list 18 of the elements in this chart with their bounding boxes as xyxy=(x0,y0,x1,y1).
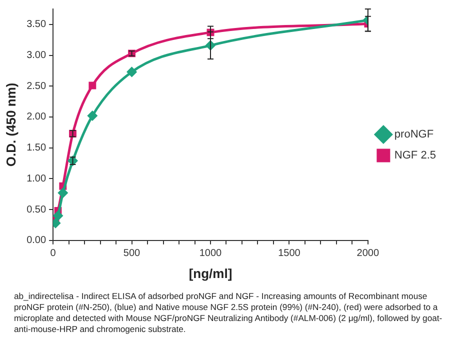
x-axis-title: [ng/ml] xyxy=(188,266,232,281)
text: ab_indirectelisa - Indirect ELISA of adsorbed proNGF and NGF - Increasing amounts of Recombinant mouse proNGF protein (#N-250), (blue) and Native mouse NGF 2.5S protein (99%) (#N-240), (red) were adsorbed to a microplate and detected with Mouse NGF/proNGF Neutralizing Antibody (#ALM-006) (2 μg/ml), followed by goat-anti-mouse-HRP and chromogenic substrate. xyxy=(14,291,444,335)
x-tick-label: 1000 xyxy=(199,248,222,260)
y-tick-label: 0.50 xyxy=(26,204,46,216)
x-tick-label: 2000 xyxy=(356,248,380,260)
legend-label: NGF 2.5 xyxy=(394,150,436,162)
legend-label: proNGF xyxy=(394,128,434,141)
x-tick-label: 0 xyxy=(50,248,56,260)
y-tick-label: 1.50 xyxy=(26,142,46,154)
y-tick-label: 1.00 xyxy=(26,173,46,184)
x-tick-label: 1500 xyxy=(278,248,301,260)
y-tick-label: 3.50 xyxy=(26,19,46,30)
y-tick-label: 0.00 xyxy=(26,235,46,246)
y-tick-label: 2.50 xyxy=(26,80,46,92)
y-tick-label: 3.00 xyxy=(26,50,46,62)
y-axis-title: O.D. (450 nm) xyxy=(3,82,18,167)
y-tick-label: 2.00 xyxy=(26,112,46,123)
x-tick-label: 500 xyxy=(123,248,141,260)
